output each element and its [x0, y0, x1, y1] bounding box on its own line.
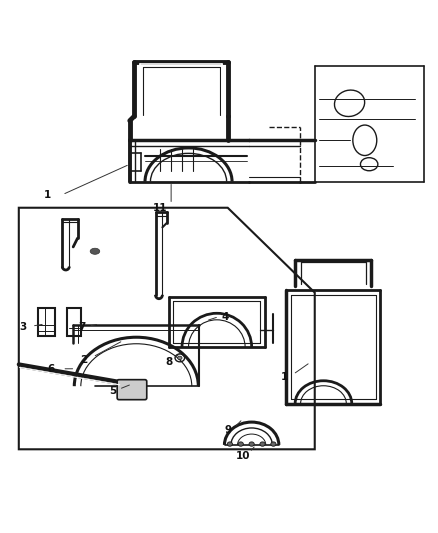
Ellipse shape [178, 356, 182, 360]
Text: 8: 8 [165, 357, 173, 367]
FancyBboxPatch shape [117, 379, 147, 400]
Ellipse shape [260, 442, 265, 446]
Polygon shape [19, 208, 315, 449]
Ellipse shape [227, 442, 233, 446]
Ellipse shape [238, 442, 244, 446]
Text: 6: 6 [48, 364, 55, 374]
Text: 1: 1 [43, 190, 51, 200]
Ellipse shape [249, 442, 254, 446]
Text: 3: 3 [20, 322, 27, 333]
Text: 1: 1 [281, 373, 288, 383]
Ellipse shape [271, 442, 276, 446]
Text: 2: 2 [81, 355, 88, 365]
Text: 7: 7 [78, 322, 85, 333]
Text: 9: 9 [224, 425, 231, 435]
Ellipse shape [90, 248, 100, 254]
Text: 10: 10 [236, 451, 250, 461]
Text: 4: 4 [222, 312, 229, 321]
Text: 11: 11 [153, 203, 167, 213]
Text: 5: 5 [109, 385, 116, 395]
